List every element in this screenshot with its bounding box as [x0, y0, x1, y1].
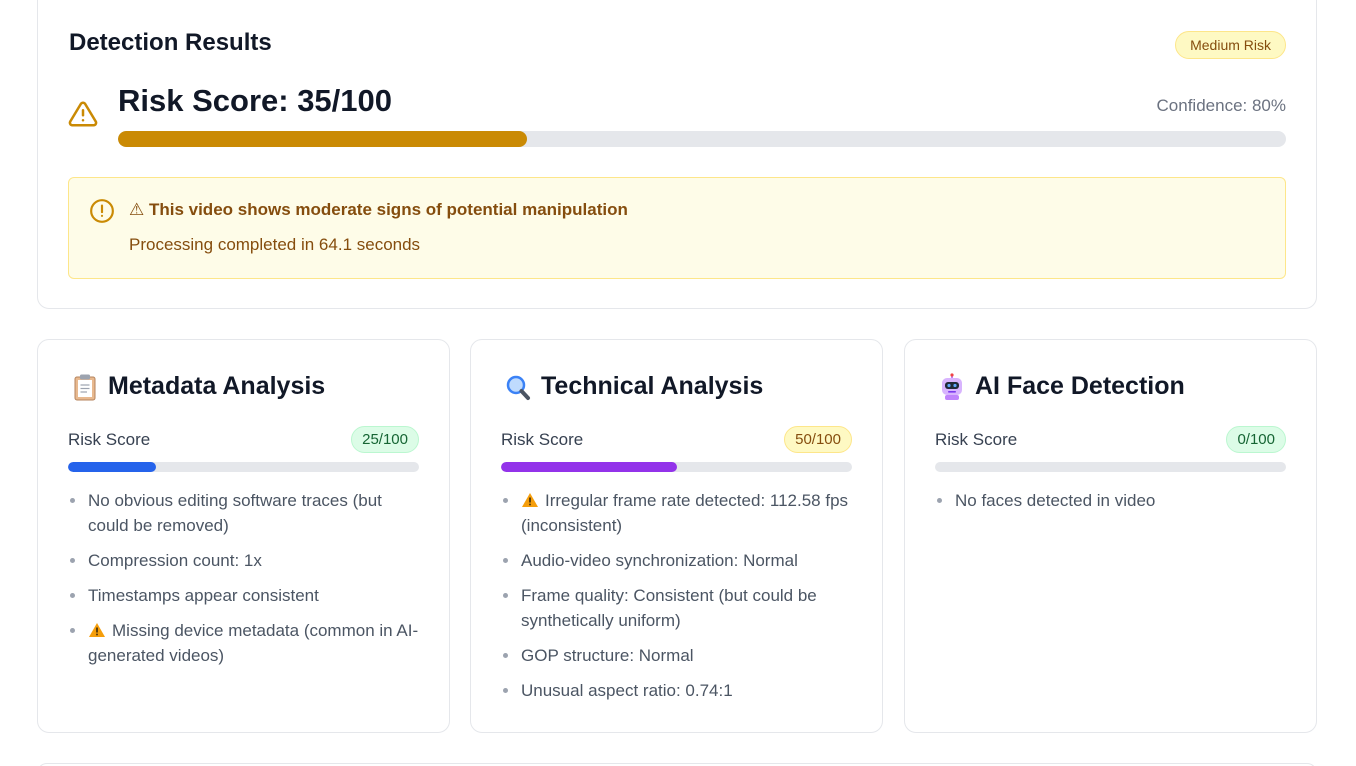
list-item: No obvious editing software traces (but …	[68, 488, 423, 538]
alert-circle-icon	[90, 199, 114, 223]
alert-processing-time: Processing completed in 64.1 seconds	[129, 235, 421, 254]
magnifier-icon	[506, 375, 530, 400]
list-item: No faces detected in video	[935, 488, 1290, 513]
manipulation-alert: ⚠ This video shows moderate signs of pot…	[68, 177, 1286, 279]
risk-score-bar	[68, 462, 419, 472]
risk-score-label: Risk Score	[935, 430, 1018, 449]
risk-score-bar	[935, 462, 1286, 472]
warning-icon	[89, 623, 105, 637]
risk-score-bar-fill	[68, 462, 156, 472]
risk-score-title: Risk Score: 35/100	[118, 83, 393, 118]
card-title: Metadata Analysis	[108, 372, 326, 400]
detection-results-card: Detection Results Medium Risk Risk Score…	[37, 0, 1317, 309]
technical-findings-list: Irregular frame rate detected: 112.58 fp…	[501, 488, 856, 713]
list-item: Compression count: 1x	[68, 548, 423, 573]
ai-face-detection-card: AI Face Detection Risk Score 0/100 No fa…	[904, 339, 1317, 733]
clipboard-icon	[74, 374, 96, 400]
card-title: Technical Analysis	[541, 372, 764, 400]
risk-score-badge: 0/100	[1226, 426, 1286, 453]
confidence-label: Confidence: 80%	[1156, 96, 1286, 115]
risk-score-badge: 25/100	[351, 426, 419, 453]
technical-analysis-card: Technical Analysis Risk Score 50/100 Irr…	[470, 339, 883, 733]
ai-face-findings-list: No faces detected in video	[935, 488, 1290, 523]
risk-score-label: Risk Score	[68, 430, 151, 449]
risk-score-label: Risk Score	[501, 430, 584, 449]
list-item: Timestamps appear consistent	[68, 583, 423, 608]
results-title: Detection Results	[69, 29, 272, 56]
risk-score-bar	[118, 131, 1286, 147]
metadata-analysis-card: Metadata Analysis Risk Score 25/100 No o…	[37, 339, 450, 733]
list-item: Missing device metadata (common in AI-ge…	[68, 618, 423, 668]
metadata-findings-list: No obvious editing software traces (but …	[68, 488, 423, 678]
risk-level-badge: Medium Risk	[1175, 31, 1286, 59]
alert-title: ⚠ This video shows moderate signs of pot…	[129, 200, 628, 219]
risk-score-bar-fill	[501, 462, 677, 472]
robot-icon	[942, 372, 962, 400]
card-title: AI Face Detection	[975, 372, 1185, 400]
warning-triangle-icon	[68, 101, 98, 127]
list-item: Frame quality: Consistent (but could be …	[501, 583, 856, 633]
list-item: GOP structure: Normal	[501, 643, 856, 668]
risk-score-bar-fill	[118, 131, 527, 147]
list-item: Audio-video synchronization: Normal	[501, 548, 856, 573]
risk-score-badge: 50/100	[784, 426, 852, 453]
list-item: Irregular frame rate detected: 112.58 fp…	[501, 488, 856, 538]
risk-score-bar	[501, 462, 852, 472]
list-item: Unusual aspect ratio: 0.74:1	[501, 678, 856, 703]
warning-icon	[522, 493, 538, 507]
